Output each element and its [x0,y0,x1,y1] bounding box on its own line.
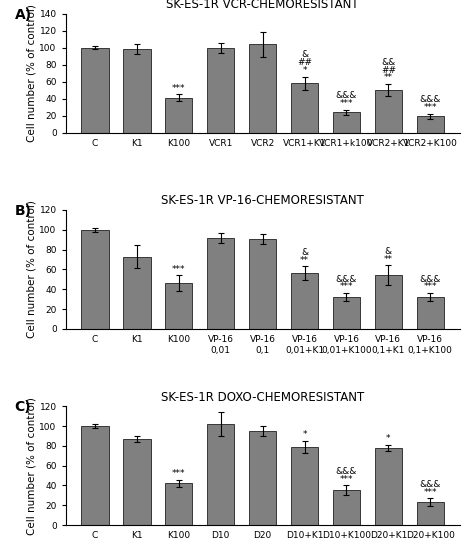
Bar [416,297,444,329]
Bar [249,431,276,525]
Bar [165,283,192,329]
Title: SK-ES-1R VCR-CHEMORESISTANT: SK-ES-1R VCR-CHEMORESISTANT [166,0,359,11]
Text: &&&: &&& [336,467,357,476]
Text: *: * [303,430,307,439]
Text: *: * [386,434,391,443]
Text: ***: *** [424,103,437,112]
Text: &&&: &&& [420,275,441,284]
Text: &&&: &&& [420,95,441,104]
Text: ##: ## [297,58,312,67]
Bar [291,447,318,525]
Bar [123,257,151,329]
Title: SK-ES-1R DOXO-CHEMORESISTANT: SK-ES-1R DOXO-CHEMORESISTANT [161,391,364,404]
Text: ##: ## [381,66,396,75]
Text: &: & [301,50,308,59]
Bar [291,83,318,132]
Text: &&&: &&& [336,91,357,100]
Text: ***: *** [424,487,437,497]
Bar [165,98,192,132]
Text: **: ** [300,255,309,265]
Bar [82,426,109,525]
Bar [416,502,444,525]
Bar [123,49,151,132]
Y-axis label: Cell number (% of control): Cell number (% of control) [27,200,37,339]
Text: C): C) [15,400,31,414]
Text: &&&: &&& [336,275,357,284]
Bar [333,491,360,525]
Text: &&&: &&& [420,480,441,489]
Text: *: * [303,66,307,75]
Bar [82,48,109,132]
Text: **: ** [384,73,393,83]
Text: &: & [301,248,308,257]
Bar [416,117,444,132]
Bar [333,112,360,132]
Bar [82,230,109,329]
Text: ***: *** [172,469,186,478]
Bar [375,275,402,329]
Text: A): A) [15,8,31,22]
Bar [123,439,151,525]
Text: &: & [385,247,392,256]
Bar [375,448,402,525]
Bar [375,90,402,132]
Bar [291,274,318,329]
Bar [249,44,276,132]
Title: SK-ES-1R VP-16-CHEMORESISTANT: SK-ES-1R VP-16-CHEMORESISTANT [161,194,364,207]
Bar [207,48,234,132]
Y-axis label: Cell number (% of control): Cell number (% of control) [27,397,37,534]
Bar [207,424,234,525]
Text: **: ** [384,255,393,264]
Bar [207,238,234,329]
Text: ***: *** [340,99,353,108]
Text: ***: *** [172,265,186,274]
Y-axis label: Cell number (% of control): Cell number (% of control) [27,4,37,142]
Text: ***: *** [340,475,353,484]
Text: ***: *** [172,84,186,92]
Text: ***: *** [424,282,437,292]
Text: &&: && [381,58,395,67]
Text: ***: *** [340,282,353,292]
Bar [333,297,360,329]
Bar [165,484,192,525]
Bar [249,238,276,329]
Text: B): B) [15,204,31,218]
